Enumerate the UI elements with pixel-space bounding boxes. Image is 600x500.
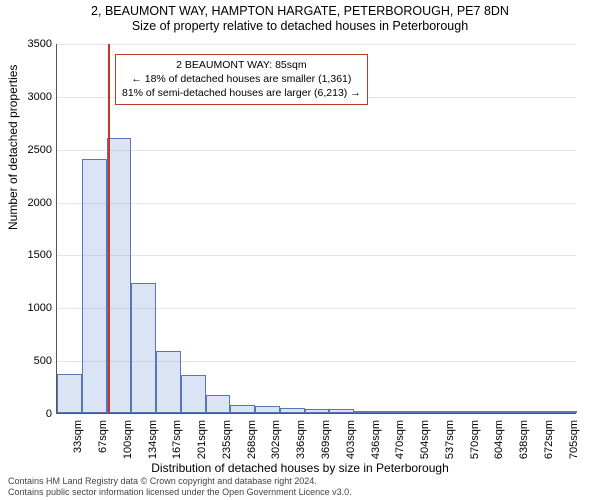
page-title: 2, BEAUMONT WAY, HAMPTON HARGATE, PETERB… bbox=[0, 4, 600, 18]
histogram-bar bbox=[181, 375, 206, 413]
histogram-bar bbox=[305, 409, 330, 413]
gridline bbox=[57, 203, 576, 204]
histogram-bar bbox=[428, 411, 453, 413]
property-marker-line bbox=[108, 44, 110, 413]
chart-area: 2 BEAUMONT WAY: 85sqm ← 18% of detached … bbox=[56, 44, 576, 414]
x-tick-label: 268sqm bbox=[246, 420, 258, 459]
histogram-bar bbox=[354, 411, 379, 413]
x-tick-label: 570sqm bbox=[469, 420, 481, 459]
x-tick-label: 436sqm bbox=[370, 420, 382, 459]
histogram-bar bbox=[230, 405, 255, 413]
gridline bbox=[57, 255, 576, 256]
annotation-line-3: 81% of semi-detached houses are larger (… bbox=[122, 86, 361, 100]
x-tick-label: 537sqm bbox=[444, 420, 456, 459]
x-tick-label: 369sqm bbox=[320, 420, 332, 459]
histogram-bar bbox=[107, 138, 132, 413]
histogram-bar bbox=[82, 159, 107, 413]
x-tick-label: 504sqm bbox=[419, 420, 431, 459]
gridline bbox=[57, 361, 576, 362]
attribution-block: Contains HM Land Registry data © Crown c… bbox=[8, 476, 352, 499]
y-tick-label: 500 bbox=[12, 355, 52, 367]
annotation-box: 2 BEAUMONT WAY: 85sqm ← 18% of detached … bbox=[115, 54, 368, 105]
y-tick-label: 3000 bbox=[12, 91, 52, 103]
histogram-bar bbox=[379, 411, 404, 413]
x-tick-label: 100sqm bbox=[122, 420, 134, 459]
annotation-line-1: 2 BEAUMONT WAY: 85sqm bbox=[122, 58, 361, 72]
x-tick-label: 672sqm bbox=[543, 420, 555, 459]
gridline bbox=[57, 308, 576, 309]
histogram-bar bbox=[57, 374, 82, 413]
y-tick-label: 3500 bbox=[12, 38, 52, 50]
annotation-line-2: ← 18% of detached houses are smaller (1,… bbox=[122, 72, 361, 86]
histogram-bar bbox=[329, 409, 354, 413]
x-tick-label: 470sqm bbox=[394, 420, 406, 459]
y-tick-label: 2000 bbox=[12, 197, 52, 209]
x-tick-label: 705sqm bbox=[568, 420, 580, 459]
x-tick-label: 67sqm bbox=[97, 420, 109, 453]
histogram-bar bbox=[453, 411, 478, 413]
plot-region: 2 BEAUMONT WAY: 85sqm ← 18% of detached … bbox=[56, 44, 576, 414]
histogram-bar bbox=[131, 283, 156, 413]
y-tick-label: 1500 bbox=[12, 249, 52, 261]
y-tick-labels: 0500100015002000250030003500 bbox=[8, 44, 56, 414]
attribution-line-2: Contains public sector information licen… bbox=[8, 487, 352, 498]
x-tick-label: 235sqm bbox=[221, 420, 233, 459]
x-tick-label: 403sqm bbox=[345, 420, 357, 459]
histogram-bar bbox=[255, 406, 280, 413]
x-tick-label: 134sqm bbox=[147, 420, 159, 459]
histogram-bar bbox=[280, 408, 305, 413]
title-block: 2, BEAUMONT WAY, HAMPTON HARGATE, PETERB… bbox=[0, 0, 600, 33]
x-tick-label: 336sqm bbox=[295, 420, 307, 459]
x-tick-labels: 33sqm 67sqm 100sqm 134sqm 167sqm 201sqm 235sqm… bbox=[56, 416, 576, 466]
histogram-bar bbox=[527, 411, 552, 413]
histogram-bar bbox=[552, 411, 577, 413]
x-tick-label: 638sqm bbox=[518, 420, 530, 459]
y-tick-label: 2500 bbox=[12, 144, 52, 156]
y-tick-label: 0 bbox=[12, 408, 52, 420]
gridline bbox=[57, 150, 576, 151]
x-tick-label: 33sqm bbox=[72, 420, 84, 453]
x-tick-label: 302sqm bbox=[270, 420, 282, 459]
attribution-line-1: Contains HM Land Registry data © Crown c… bbox=[8, 476, 352, 487]
x-tick-label: 167sqm bbox=[171, 420, 183, 459]
histogram-bar bbox=[478, 411, 503, 413]
x-axis-title: Distribution of detached houses by size … bbox=[0, 461, 600, 475]
x-tick-label: 201sqm bbox=[196, 420, 208, 459]
histogram-bar bbox=[404, 411, 429, 413]
histogram-bar bbox=[156, 351, 181, 413]
histogram-bar bbox=[503, 411, 528, 413]
x-tick-label: 604sqm bbox=[493, 420, 505, 459]
histogram-bar bbox=[206, 395, 231, 413]
y-tick-label: 1000 bbox=[12, 302, 52, 314]
gridline bbox=[57, 44, 576, 45]
page-subtitle: Size of property relative to detached ho… bbox=[0, 19, 600, 33]
